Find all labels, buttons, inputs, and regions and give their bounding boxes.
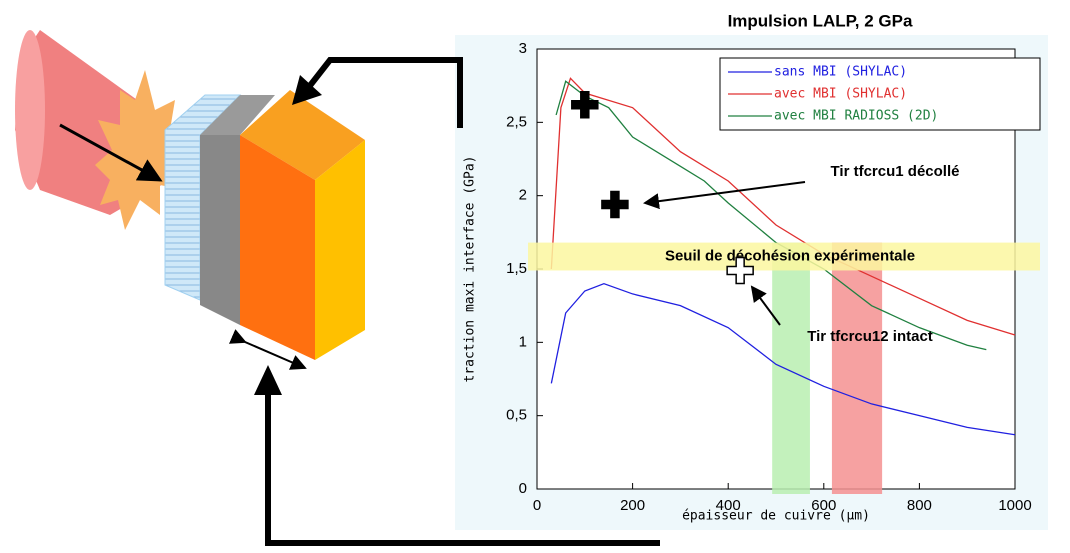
chart-title: Impulsion LALP, 2 GPa (728, 11, 913, 30)
thickness-arrow (228, 329, 307, 370)
gray-side (200, 135, 240, 325)
annotation-arrow (750, 285, 781, 326)
legend-label: avec MBI (SHYLAC) (774, 87, 907, 102)
shot-cross (571, 90, 599, 119)
threshold-label: Seuil de décohésion expérimentale (665, 248, 915, 265)
annotation: Tir tfcrcu1 décollé (831, 163, 960, 180)
y-tick-label: 0,5 (506, 407, 527, 424)
box-front (240, 135, 315, 360)
legend-box (719, 57, 1041, 131)
shot-cross (726, 256, 754, 285)
series-line (550, 77, 1016, 336)
cone-mouth (15, 30, 45, 190)
box-top (240, 90, 365, 180)
x-tick-label: 1000 (998, 497, 1031, 514)
box-side (315, 140, 365, 360)
series-line (555, 80, 987, 351)
illustration (15, 30, 660, 546)
legend-label: avec MBI RADIOSS (2D) (774, 109, 938, 124)
x-tick-label: 0 (533, 497, 541, 514)
arrow-head (292, 75, 322, 105)
y-axis-label: traction maxi interface (GPa) (463, 156, 478, 383)
arrow-head (254, 365, 282, 395)
gray-top (200, 95, 275, 135)
y-tick-label: 1 (519, 333, 527, 350)
series-line (550, 282, 1016, 436)
x-band (831, 242, 883, 494)
annotation-arrow (643, 181, 806, 210)
link-arrow (302, 57, 463, 128)
y-tick-label: 0 (519, 480, 527, 497)
threshold-band (528, 242, 1040, 271)
flash (95, 70, 190, 230)
y-tick-label: 1,5 (506, 260, 527, 277)
x-axis-label: épaisseur de cuivre (µm) (682, 509, 870, 524)
x-tick-label: 400 (716, 497, 741, 514)
shot-cross (601, 190, 629, 219)
y-tick-label: 2 (519, 187, 527, 204)
x-band (772, 242, 810, 494)
y-tick-label: 3 (519, 40, 527, 57)
y-tick-label: 2,5 (506, 113, 527, 130)
x-tick-label: 600 (811, 497, 836, 514)
laser-arrow (59, 123, 163, 182)
link-arrow (265, 390, 660, 546)
legend-label: sans MBI (SHYLAC) (774, 65, 907, 80)
annotation: Tir tfcrcu12 intact (807, 328, 933, 345)
x-tick-label: 800 (907, 497, 932, 514)
x-tick-label: 200 (620, 497, 645, 514)
